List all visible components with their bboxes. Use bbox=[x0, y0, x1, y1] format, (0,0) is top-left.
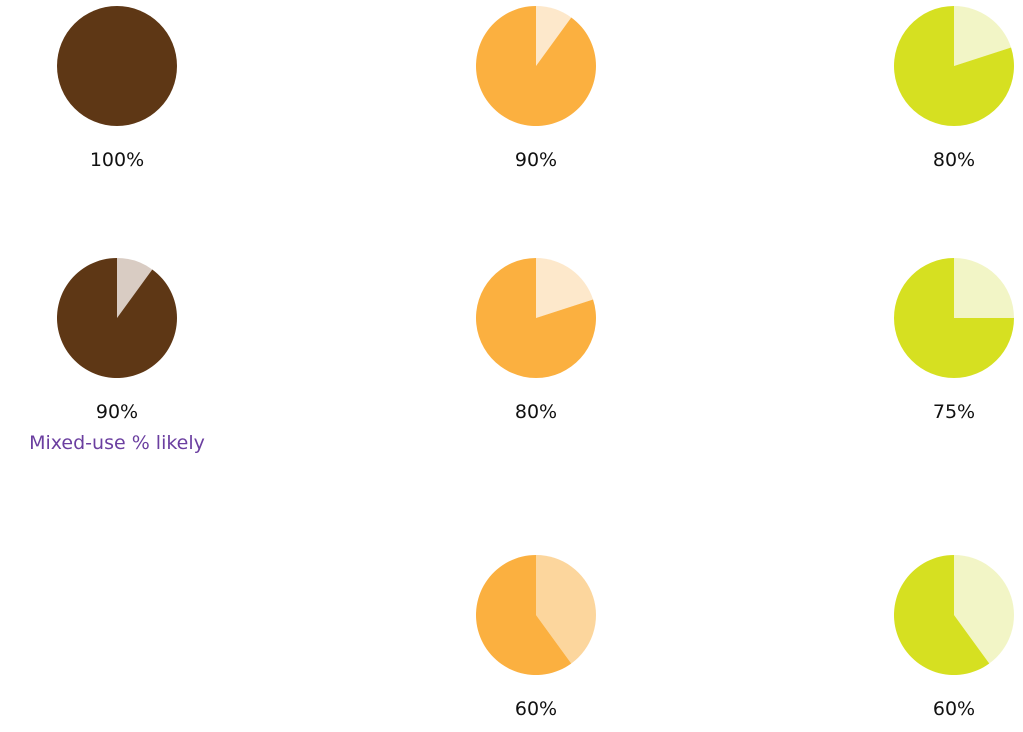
pie-percent-label: 75% bbox=[933, 401, 975, 423]
pie-slice-remainder bbox=[536, 258, 594, 318]
pie-slice-remainder bbox=[536, 6, 572, 66]
pie-slice-remainder bbox=[117, 258, 153, 318]
pie-slice-value bbox=[894, 258, 1014, 378]
pie-slice-value bbox=[57, 258, 178, 379]
pie-orange-80: 80% bbox=[475, 258, 596, 423]
pie-slice-remainder bbox=[954, 6, 1012, 66]
pie-slice-remainder bbox=[954, 258, 1014, 318]
pie-percent-label: 80% bbox=[933, 149, 975, 171]
pie-lime-75: 75% bbox=[894, 258, 1014, 423]
pie-percent-label: 100% bbox=[90, 149, 144, 171]
pie-brown-90: 90% Mixed-use % likely bbox=[29, 258, 205, 454]
pie-note-label: Mixed-use % likely bbox=[29, 432, 205, 454]
pie-slice-remainder bbox=[536, 555, 597, 664]
pie-percent-label: 90% bbox=[96, 401, 138, 423]
pie-slice-value bbox=[476, 555, 572, 675]
pie-slice-remainder bbox=[954, 555, 1015, 664]
pie-percent-label: 60% bbox=[933, 698, 975, 720]
pie-slice-value bbox=[475, 258, 596, 378]
pie-orange-90: 90% bbox=[476, 6, 597, 171]
pie-brown-100: 100% bbox=[57, 6, 177, 171]
pie-slice-value bbox=[57, 6, 177, 126]
pie-slice-value bbox=[893, 6, 1014, 126]
pie-percent-label: 90% bbox=[515, 149, 557, 171]
pie-percent-label: 60% bbox=[515, 698, 557, 720]
pie-layer: 100% 90% 80% 90% Mixed-use % likely 80% 75% 60%… bbox=[29, 6, 1015, 720]
pie-percent-label: 80% bbox=[515, 401, 557, 423]
pie-slice-value bbox=[476, 6, 597, 126]
pie-lime-60: 60% bbox=[894, 555, 1015, 720]
pie-lime-80: 80% bbox=[893, 6, 1014, 171]
pie-slice-value bbox=[894, 555, 990, 675]
pie-orange-60: 60% bbox=[476, 555, 597, 720]
